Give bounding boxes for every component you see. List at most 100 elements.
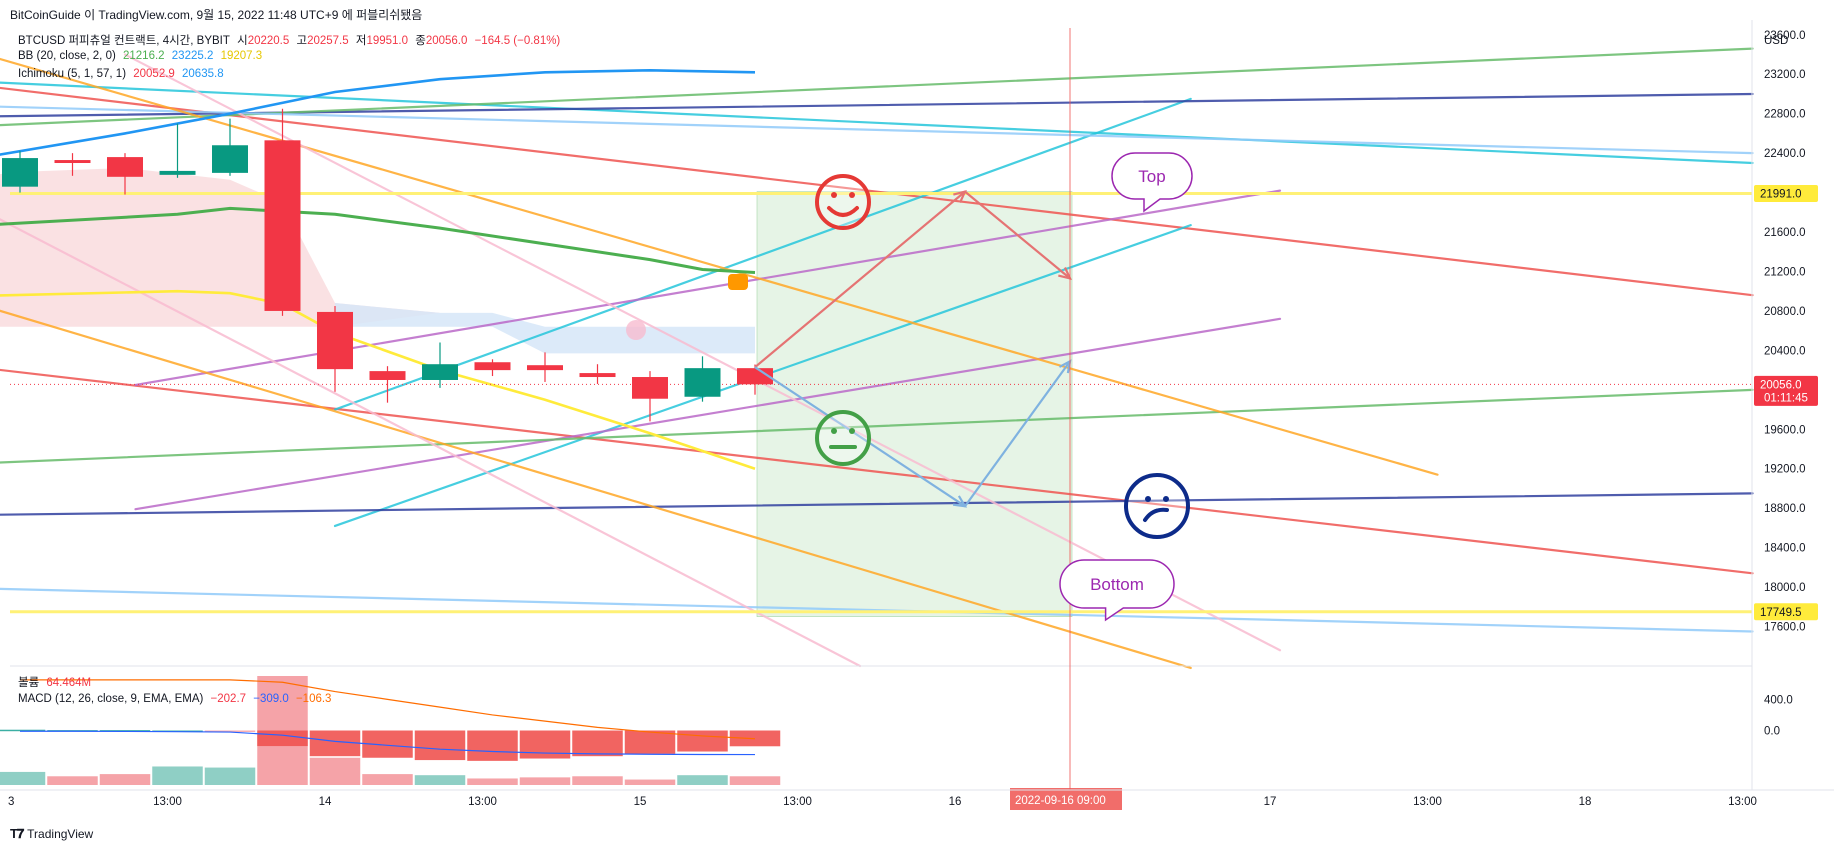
macd-hist-bar-4 <box>204 730 256 732</box>
macd-layer <box>0 665 1752 761</box>
candle-body-13 <box>684 368 721 397</box>
tradingview-logo-icon[interactable]: T𝟕 <box>10 826 24 841</box>
ichimoku-legend: Ichimoku (5, 1, 57, 1) 20052.9 20635.8 <box>18 68 228 80</box>
volume-bar-14 <box>729 776 781 785</box>
symbol-name[interactable]: BTCUSD 퍼피츄얼 컨트랙트, 4시간, BYBIT <box>18 35 230 47</box>
volume-bar-0 <box>0 771 46 785</box>
high-value: 20257.5 <box>307 35 349 47</box>
volume-bar-2 <box>99 774 151 785</box>
time-tick-6: 16 <box>949 796 962 808</box>
volume-bar-13 <box>677 775 728 785</box>
happy-face-icon-eye-left <box>831 192 837 198</box>
price-tag-box-2 <box>1754 603 1818 621</box>
open-label: 시 <box>237 35 248 47</box>
candle-body-6 <box>317 311 353 370</box>
candle-body-9 <box>474 362 511 371</box>
time-tick-8: 17 <box>1264 796 1277 808</box>
volume-bar-11 <box>572 776 623 785</box>
bb-upper-value: 23225.2 <box>171 50 214 62</box>
macd-hist-value: −202.7 <box>210 693 247 705</box>
time-tick-11: 13:00 <box>1728 796 1757 808</box>
trend-line-8 <box>0 492 1754 516</box>
publish-info: 이 TradingView.com, 9월 15, 2022 11:48 UTC… <box>84 8 423 22</box>
macd-hist-bar-10 <box>519 730 571 759</box>
price-tag-label-1: 20056.0 <box>1760 379 1802 391</box>
candle-body-7 <box>369 371 406 380</box>
price-tag-box-0 <box>1754 184 1818 202</box>
price-tag-label-0: 21991.0 <box>1760 188 1802 200</box>
volume-bar-8 <box>414 775 466 785</box>
ichimoku-cloud-red <box>0 167 440 327</box>
ichimoku-value-1: 20052.9 <box>133 68 175 80</box>
low-label: 저 <box>355 35 367 47</box>
bb-upper-line <box>0 68 756 156</box>
crosshair-time-box <box>1010 788 1122 810</box>
candle-body-12 <box>632 377 668 399</box>
ichimoku-value-2: 20635.8 <box>182 68 224 80</box>
time-tick-2: 14 <box>319 796 332 808</box>
bb-basis-value: 21216.2 <box>123 50 165 62</box>
change-value: −164.5 (−0.81%) <box>474 35 561 47</box>
neutral-face-icon <box>815 410 871 466</box>
trend-line-5 <box>134 317 1282 511</box>
time-tick-3: 13:00 <box>468 796 497 808</box>
macd-line-value: −309.0 <box>253 693 289 705</box>
bb-label[interactable]: BB (20, close, 2, 0) <box>18 50 116 62</box>
price-tag-box-1 <box>1754 375 1818 406</box>
macd-hist-bar-6 <box>309 730 361 757</box>
volume-legend: 볼륨 64.464M <box>18 674 95 690</box>
price-tick-4: 19200.0 <box>1764 464 1806 476</box>
volume-value: 64.464M <box>46 677 92 689</box>
price-tick-1: 18000.0 <box>1764 582 1806 594</box>
worried-face-icon-outline <box>1124 473 1190 539</box>
volume-bar-4 <box>204 767 256 785</box>
bottom-callout-bubble <box>1059 559 1175 622</box>
ichimoku-label[interactable]: Ichimoku (5, 1, 57, 1) <box>18 68 127 80</box>
trend-line-3 <box>333 97 1192 411</box>
candle-body-11 <box>579 373 616 378</box>
macd-hist-bar-8 <box>414 730 466 761</box>
top-callout: Top <box>1111 152 1193 213</box>
ichimoku-cloud-blue <box>335 303 755 354</box>
worried-face-icon-eye-left <box>1145 496 1151 502</box>
neutral-face-icon-eye-left <box>831 428 837 434</box>
candle-body-0 <box>2 158 38 187</box>
candle-body-1 <box>54 160 91 164</box>
trend-line-0 <box>0 86 1754 297</box>
candle-body-10 <box>527 365 563 371</box>
price-tick-5: 19600.0 <box>1764 424 1806 436</box>
macd-hist-bar-12 <box>624 730 676 754</box>
price-tick-12: 22400.0 <box>1764 148 1806 160</box>
orange-marker-icon <box>728 274 748 290</box>
price-tick-13: 22800.0 <box>1764 109 1806 121</box>
high-label: 고 <box>296 35 308 47</box>
symbol-legend: BTCUSD 퍼피츄얼 컨트랙트, 4시간, BYBIT 시20220.5 고2… <box>18 32 564 48</box>
volume-label[interactable]: 볼륨 <box>18 677 40 689</box>
price-axis-unit: USD <box>1764 35 1788 47</box>
price-tick-15: 23600.0 <box>1764 30 1806 42</box>
axis-layer: USD17600.018000.018400.018800.019200.019… <box>0 20 1834 810</box>
time-tick-5: 13:00 <box>783 796 812 808</box>
price-tick-3: 18800.0 <box>1764 503 1806 515</box>
price-tick-9: 21200.0 <box>1764 266 1806 278</box>
macd-hist-bar-11 <box>572 730 623 757</box>
price-tick-8: 20800.0 <box>1764 306 1806 318</box>
worried-face-icon <box>1124 473 1190 539</box>
projection-path-down-arrowhead-1 <box>952 495 968 508</box>
candles-layer <box>2 108 773 422</box>
author-name[interactable]: BitCoinGuide <box>10 8 81 22</box>
footer-brand[interactable]: TradingView <box>27 827 94 841</box>
candle-body-2 <box>107 157 143 177</box>
crosshair-time-label: 2022-09-16 09:00 <box>1015 795 1106 807</box>
volume-bar-6 <box>309 757 361 785</box>
volume-bar-1 <box>47 776 98 785</box>
time-tick-9: 13:00 <box>1413 796 1442 808</box>
volume-bar-7 <box>362 774 413 785</box>
happy-face-icon <box>815 174 871 230</box>
happy-face-icon-eye-right <box>849 192 855 198</box>
macd-label[interactable]: MACD (12, 26, close, 9, EMA, EMA) <box>18 693 204 705</box>
pink-marker-icon <box>626 320 646 340</box>
macd-signal-line <box>20 679 756 740</box>
projection-path-up-arrowhead-1 <box>953 189 967 203</box>
